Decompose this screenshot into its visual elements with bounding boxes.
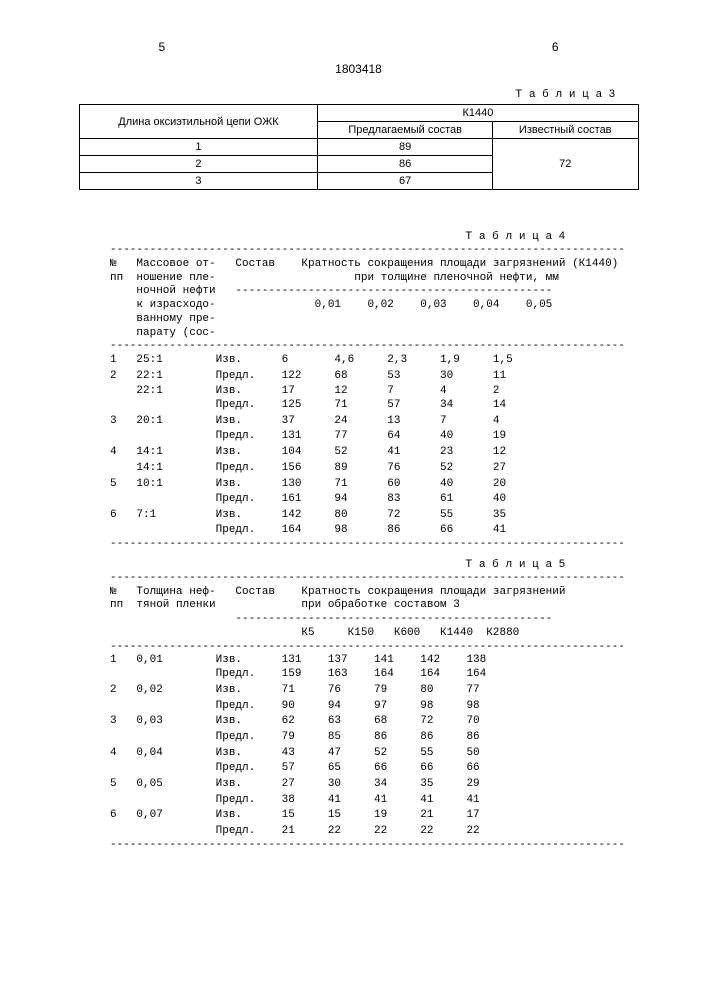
table3: Длина оксиэтильной цепи ОЖК К1440 Предла… xyxy=(79,104,639,190)
table-row: 6 0,07 Изв. 15 15 19 21 17 xyxy=(110,807,647,825)
table-row: Предл. 161 94 83 61 40 xyxy=(110,493,647,507)
table-row: Предл. 125 71 57 34 14 xyxy=(110,399,647,413)
table4-label: Т а б л и ц а 4 xyxy=(70,230,567,242)
table-row: 1 0,01 Изв. 131 137 141 142 138 xyxy=(110,654,647,668)
table-row: 2 0,02 Изв. 71 76 79 80 77 xyxy=(110,682,647,700)
table-row: 5 0,05 Изв. 27 30 34 35 29 xyxy=(110,776,647,794)
page-num-left: 5 xyxy=(159,40,166,54)
table-row: Предл. 21 22 22 22 22 xyxy=(110,825,647,839)
table-row: 14:1 Предл. 156 89 76 52 27 xyxy=(110,462,647,476)
table-row: 5 10:1 Изв. 130 71 60 40 20 xyxy=(110,476,647,494)
doc-id: 1803418 xyxy=(70,62,647,76)
table-row: 2 22:1 Предл. 122 68 53 30 11 xyxy=(110,368,647,386)
table-row: 4 0,04 Изв. 43 47 52 55 50 xyxy=(110,745,647,763)
table5-label: Т а б л и ц а 5 xyxy=(70,558,567,570)
table-row: 6 7:1 Изв. 142 80 72 55 35 xyxy=(110,507,647,525)
table-row: 1 25:1 Изв. 6 4,6 2,3 1,9 1,5 xyxy=(110,354,647,368)
table-row: Предл. 131 77 64 40 19 xyxy=(110,430,647,444)
table3-label: Т а б л и ц а 3 xyxy=(70,88,617,100)
table-row: Предл. 79 85 86 86 86 xyxy=(110,731,647,745)
table-row: 3 0,03 Изв. 62 63 68 72 70 xyxy=(110,713,647,731)
table-row: 18972 xyxy=(79,139,638,156)
t3-sub-left: Предлагаемый состав xyxy=(318,122,493,139)
table-row: 3 20:1 Изв. 37 24 13 7 4 xyxy=(110,413,647,431)
t3-k-header: К1440 xyxy=(318,105,638,122)
table-row: 22:1 Изв. 17 12 7 4 2 xyxy=(110,385,647,399)
table-row: Предл. 164 98 86 66 41 xyxy=(110,524,647,538)
table-row: Предл. 90 94 97 98 98 xyxy=(110,700,647,714)
t3-col1-header: Длина оксиэтильной цепи ОЖК xyxy=(79,105,318,139)
table-row: Предл. 38 41 41 41 41 xyxy=(110,794,647,808)
page-num-right: 6 xyxy=(552,40,559,54)
table-row: Предл. 159 163 164 164 164 xyxy=(110,668,647,682)
t3-sub-right: Известный состав xyxy=(492,122,638,139)
table5: ----------------------------------------… xyxy=(70,572,647,852)
table-row: 4 14:1 Изв. 104 52 41 23 12 xyxy=(110,444,647,462)
table-row: Предл. 57 65 66 66 66 xyxy=(110,762,647,776)
table4: ----------------------------------------… xyxy=(70,244,647,552)
